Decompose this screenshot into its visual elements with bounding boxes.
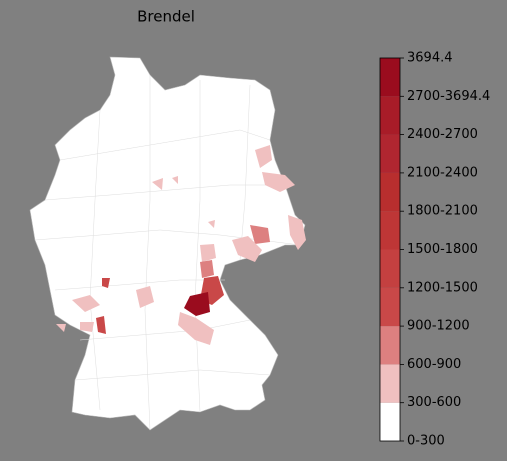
district [102,278,110,288]
country-outline [29,56,306,431]
colorbar-label: 0-300 [407,434,445,449]
colorbar-label: 1500-1800 [407,242,478,257]
germany-map [29,56,306,431]
colorbar-label: 1200-1500 [407,280,478,295]
colorbar-segment [380,287,400,327]
district-patches [56,145,306,345]
district [56,324,66,332]
district [288,215,306,250]
colorbar-label: 2100-2400 [407,165,478,180]
colorbar-label: 600-900 [407,357,461,372]
colorbar-segment [380,134,400,173]
district-lines [34,75,301,431]
district [172,176,178,184]
colorbar-segment [380,364,400,403]
colorbar-label: 3694.4 [407,51,453,66]
colorbar-segment [380,211,400,250]
district [72,295,100,312]
colorbar: 0-300 300-600 600-900 900-1200 1200-1500 1500… [379,51,490,449]
district [136,286,154,308]
colorbar-segment [380,249,400,288]
district [152,178,163,190]
district [208,220,215,228]
district [262,172,295,192]
colorbar-segment [380,96,400,135]
colorbar-label: 300-600 [407,395,461,410]
colorbar-label: 900-1200 [407,319,470,334]
district [255,145,272,168]
colorbar-segment [380,402,400,441]
district [200,244,216,262]
district [96,316,106,334]
colorbar-segment [380,326,400,365]
district [184,292,210,316]
district [178,312,214,345]
district [250,225,270,244]
map-title: Brendel [137,8,195,26]
district [232,236,262,262]
colorbar-label: 2400-2700 [407,127,478,142]
colorbar-segment [380,172,400,212]
colorbar-label: 1800-2100 [407,204,478,219]
colorbar-label: 2700-3694.4 [407,89,490,104]
colorbar-segment [380,58,400,97]
district [200,260,214,278]
district [80,322,94,332]
